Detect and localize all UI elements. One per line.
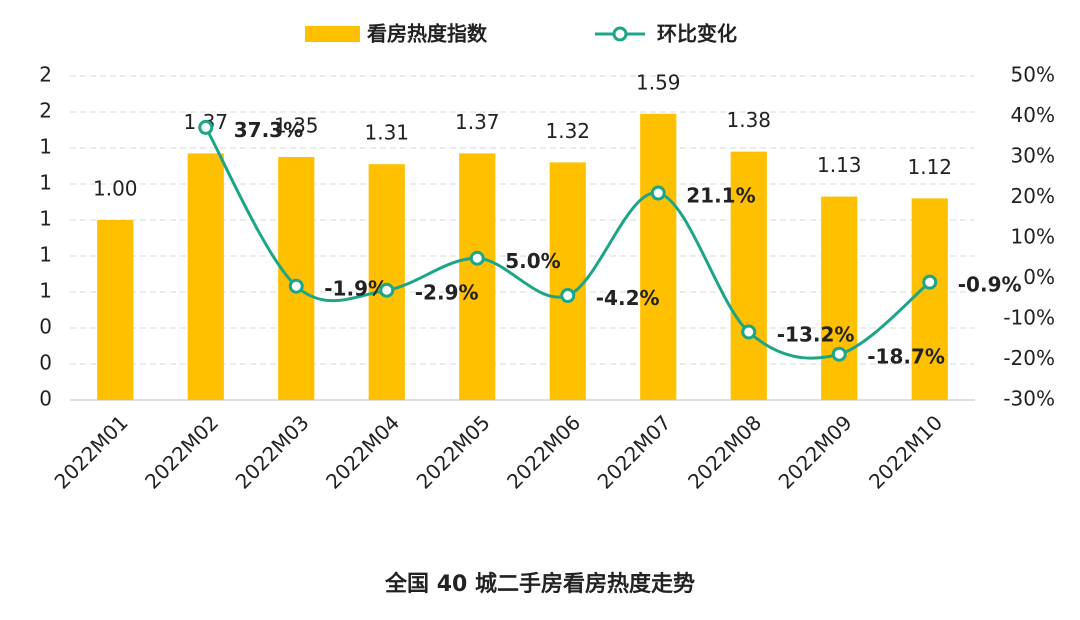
line-point: [650, 185, 666, 201]
y-tick-label: 0: [39, 387, 52, 411]
bar: [730, 151, 767, 400]
bar-value-label: 1.38: [726, 108, 771, 132]
legend-swatch: [305, 26, 360, 42]
bar: [97, 220, 134, 400]
x-tick-label: 2022M01: [50, 410, 133, 493]
line-point: [560, 288, 576, 304]
y-tick-label: 1: [39, 207, 52, 231]
line-point: [922, 274, 938, 290]
y-tick-label: 0: [39, 351, 52, 375]
line-value-label: -1.9%: [324, 277, 388, 301]
line-point: [741, 324, 757, 340]
bar: [278, 157, 315, 400]
legend-swatch: [612, 26, 628, 42]
bar-value-label: 1.59: [636, 70, 681, 94]
legend-label: 环比变化: [657, 22, 737, 46]
line-value-label: 37.3%: [234, 118, 303, 142]
bar: [821, 196, 858, 400]
x-tick-label: 2022M08: [683, 410, 766, 493]
bar-value-label: 1.37: [455, 110, 500, 134]
line-value-label: 21.1%: [686, 184, 755, 208]
bar-value-label: 1.00: [93, 177, 138, 201]
x-tick-label: 2022M05: [412, 410, 495, 493]
line-point: [288, 278, 304, 294]
line-point: [379, 282, 395, 298]
bar: [187, 153, 224, 400]
y2-tick-label: 0%: [1023, 265, 1055, 289]
line-point: [198, 119, 214, 135]
y-tick-label: 2: [39, 99, 52, 123]
bar-value-label: 1.35: [274, 114, 319, 138]
y2-tick-label: -20%: [1003, 346, 1055, 370]
x-tick-label: 2022M09: [774, 410, 857, 493]
y2-tick-label: 20%: [1011, 184, 1055, 208]
x-tick-label: 2022M02: [140, 410, 223, 493]
line-value-label: -2.9%: [415, 281, 479, 305]
line-point: [831, 346, 847, 362]
y2-tick-label: -10%: [1003, 306, 1055, 330]
x-tick-label: 2022M03: [231, 410, 314, 493]
y2-tick-label: 10%: [1011, 225, 1055, 249]
line-value-label: 5.0%: [505, 249, 560, 273]
y2-tick-label: -30%: [1003, 387, 1055, 411]
y-tick-label: 1: [39, 279, 52, 303]
bar-value-label: 1.13: [817, 153, 862, 177]
x-tick-label: 2022M10: [864, 410, 947, 493]
line-value-label: -4.2%: [596, 286, 660, 310]
line-value-label: -13.2%: [777, 322, 855, 346]
x-tick-label: 2022M07: [593, 410, 676, 493]
bar: [459, 153, 496, 400]
y2-tick-label: 50%: [1011, 63, 1055, 87]
bar: [549, 162, 586, 400]
legend-label: 看房热度指数: [367, 22, 488, 46]
bar: [640, 113, 677, 401]
bar: [911, 198, 948, 400]
line-value-label: -0.9%: [958, 273, 1022, 297]
y-tick-label: 1: [39, 135, 52, 159]
bar-value-label: 1.31: [364, 121, 409, 145]
bar: [368, 164, 405, 400]
bar-value-label: 1.32: [545, 119, 590, 143]
y-tick-label: 0: [39, 315, 52, 339]
bar-value-label: 1.12: [907, 155, 952, 179]
x-tick-label: 2022M04: [321, 410, 404, 493]
line-value-label: -18.7%: [867, 345, 945, 369]
y-tick-label: 1: [39, 243, 52, 267]
y2-tick-label: 30%: [1011, 144, 1055, 168]
y2-tick-label: 40%: [1011, 103, 1055, 127]
x-tick-label: 2022M06: [502, 410, 585, 493]
line-point: [469, 250, 485, 266]
chart-title: 全国 40 城二手房看房热度走势: [384, 571, 695, 597]
y-tick-label: 2: [39, 63, 52, 87]
y-tick-label: 1: [39, 171, 52, 195]
